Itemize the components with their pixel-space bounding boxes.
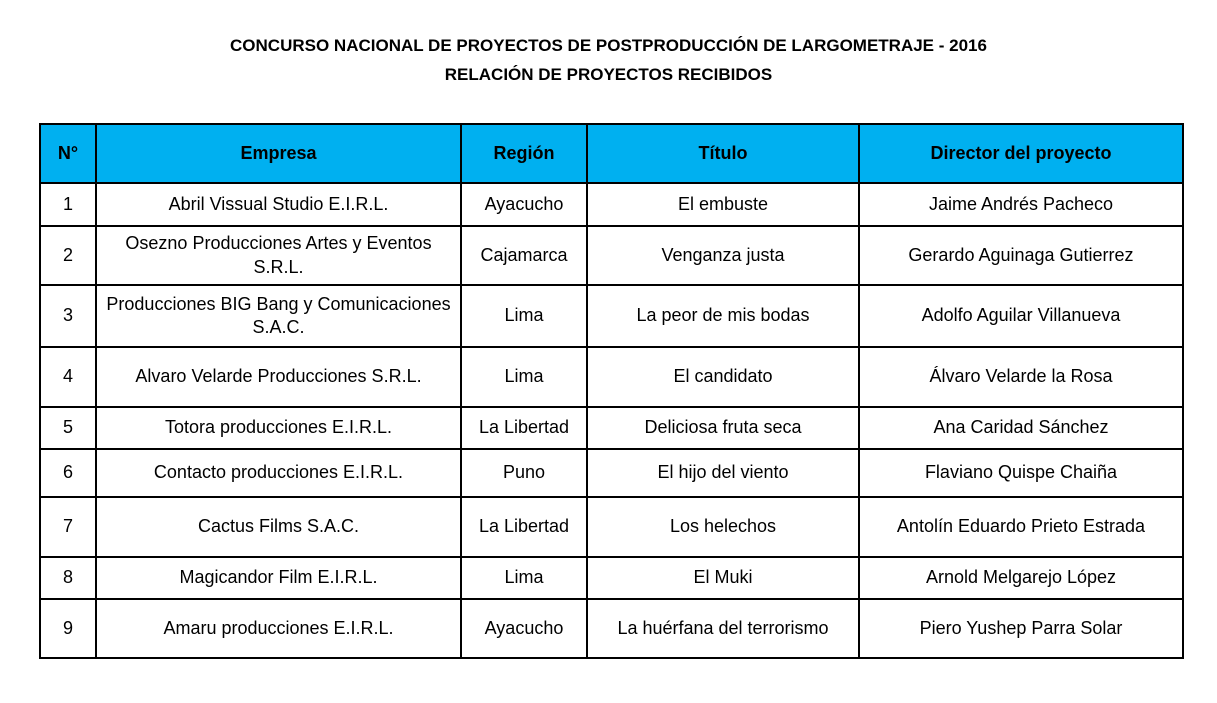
table-cell: Flaviano Quispe Chaiña (858, 448, 1184, 498)
table-cell: 6 (39, 448, 97, 498)
table-cell: Ana Caridad Sánchez (858, 406, 1184, 450)
table-cell: Abril Vissual Studio E.I.R.L. (95, 182, 462, 227)
table-cell: Magicandor Film E.I.R.L. (95, 556, 462, 600)
table-cell: 5 (39, 406, 97, 450)
table-cell: 8 (39, 556, 97, 600)
subtitle: RELACIÓN DE PROYECTOS RECIBIDOS (444, 65, 773, 84)
table-cell: 9 (39, 598, 97, 659)
table-cell: Jaime Andrés Pacheco (858, 182, 1184, 227)
table-cell: Álvaro Velarde la Rosa (858, 346, 1184, 408)
table-row: 4 Alvaro Velarde Producciones S.R.L. Lima E… (39, 346, 1184, 408)
table-cell: La Libertad (460, 406, 588, 450)
table-row: 9 Amaru producciones E.I.R.L. Ayacucho La h… (39, 598, 1184, 659)
column-header: N° (39, 123, 97, 184)
table-cell: Lima (460, 346, 588, 408)
table-row: 7 Cactus Films S.A.C. La Libertad Los helec… (39, 496, 1184, 558)
table-cell: La Libertad (460, 496, 588, 558)
table-cell: Los helechos (586, 496, 860, 558)
table-cell: Adolfo Aguilar Villanueva (858, 284, 1184, 348)
table-cell: El hijo del viento (586, 448, 860, 498)
table-cell: Totora producciones E.I.R.L. (95, 406, 462, 450)
table-cell: 4 (39, 346, 97, 408)
table-cell: Osezno Producciones Artes y Eventos S.R.… (95, 225, 462, 286)
table-cell: Venganza justa (586, 225, 860, 286)
table-cell: Gerardo Aguinaga Gutierrez (858, 225, 1184, 286)
column-header: Región (460, 123, 588, 184)
table-cell: La huérfana del terrorismo (586, 598, 860, 659)
table-cell: Deliciosa fruta seca (586, 406, 860, 450)
table-body: 1 Abril Vissual Studio E.I.R.L. Ayacucho El… (39, 182, 1184, 659)
column-header: Título (586, 123, 860, 184)
table-cell: Alvaro Velarde Producciones S.R.L. (95, 346, 462, 408)
table-cell: Producciones BIG Bang y Comunicaciones S… (95, 284, 462, 348)
table-cell: 2 (39, 225, 97, 286)
table-cell: Lima (460, 284, 588, 348)
table-row: 1 Abril Vissual Studio E.I.R.L. Ayacucho El… (39, 182, 1184, 227)
table-cell: Amaru producciones E.I.R.L. (95, 598, 462, 659)
title: CONCURSO NACIONAL DE PROYECTOS DE POSTPR… (230, 36, 987, 55)
table-cell: El embuste (586, 182, 860, 227)
column-header: Empresa (95, 123, 462, 184)
projects-table: N° Empresa Región Título Director del proyec… (39, 123, 1184, 659)
table-cell: El candidato (586, 346, 860, 408)
table-cell: 3 (39, 284, 97, 348)
table-cell: La peor de mis bodas (586, 284, 860, 348)
table-cell: Cajamarca (460, 225, 588, 286)
table-cell: Antolín Eduardo Prieto Estrada (858, 496, 1184, 558)
table-cell: Contacto producciones E.I.R.L. (95, 448, 462, 498)
table-row: 6 Contacto producciones E.I.R.L. Puno El hi… (39, 448, 1184, 498)
table-row: 5 Totora producciones E.I.R.L. La Libertad… (39, 406, 1184, 450)
table-row: 3 Producciones BIG Bang y Comunicaciones … (39, 284, 1184, 348)
table-cell: 1 (39, 182, 97, 227)
table-cell: 7 (39, 496, 97, 558)
table-cell: Ayacucho (460, 598, 588, 659)
table-cell: Arnold Melgarejo López (858, 556, 1184, 600)
table-cell: Piero Yushep Parra Solar (858, 598, 1184, 659)
table-cell: El Muki (586, 556, 860, 600)
column-header: Director del proyecto (858, 123, 1184, 184)
header-row: N° Empresa Región Título Director del proyec… (39, 123, 1184, 184)
table-cell: Puno (460, 448, 588, 498)
table-row: 8 Magicandor Film E.I.R.L. Lima El Muki Arno… (39, 556, 1184, 600)
table-cell: Cactus Films S.A.C. (95, 496, 462, 558)
table-cell: Ayacucho (460, 182, 588, 227)
table-row: 2 Osezno Producciones Artes y Eventos S.R… (39, 225, 1184, 286)
table-cell: Lima (460, 556, 588, 600)
